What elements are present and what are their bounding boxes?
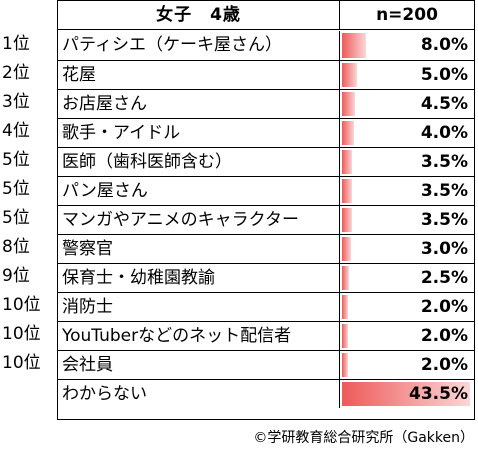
table-row: お店屋さん 4.5%: [58, 89, 474, 118]
data-label: 2.0%: [420, 355, 468, 375]
copyright-note: ©学研教育総合研究所（Gakken）: [253, 430, 474, 446]
rank-label: [0, 378, 57, 407]
table-row: 消防士 2.0%: [58, 292, 474, 321]
data-bar: [342, 324, 348, 348]
value-cell: 3.5%: [340, 148, 474, 176]
value-cell: 2.0%: [340, 322, 474, 350]
row-label: 花屋: [58, 61, 340, 89]
rank-label: 10位: [2, 324, 41, 344]
data-label: 4.5%: [420, 94, 468, 114]
data-bar: [342, 33, 366, 58]
table-row: 会社員 2.0%: [58, 350, 474, 379]
rank-label: 10位: [2, 295, 41, 315]
value-cell: 3.5%: [340, 206, 474, 234]
data-label: 5.0%: [420, 65, 468, 85]
data-bar: [342, 92, 356, 116]
table-header-row: 女子 4歳 n=200: [58, 1, 474, 30]
table-row: マンガやアニメのキャラクター 3.5%: [58, 205, 474, 234]
table-row: 保育士・幼稚園教諭 2.5%: [58, 263, 474, 292]
data-bar: [342, 63, 357, 87]
table-row: 花屋 5.0%: [58, 60, 474, 89]
rank-label: 9位: [2, 266, 30, 286]
table-row: 警察官 3.0%: [58, 234, 474, 263]
table-row: パティシエ（ケーキ屋さん） 8.0%: [58, 31, 474, 60]
rank-label: 1位: [2, 34, 30, 54]
value-cell: 4.0%: [340, 119, 474, 147]
data-bar: [342, 382, 470, 406]
value-cell: 2.5%: [340, 264, 474, 292]
value-cell: 8.0%: [340, 31, 474, 60]
value-cell: 2.0%: [340, 351, 474, 379]
data-label: 3.5%: [420, 181, 468, 201]
value-cell: 4.5%: [340, 90, 474, 118]
row-label: お店屋さん: [58, 90, 340, 118]
data-bar: [342, 295, 348, 319]
data-bar: [342, 121, 354, 145]
value-cell: 2.0%: [340, 293, 474, 321]
value-cell: 5.0%: [340, 61, 474, 89]
data-label: 43.5%: [409, 384, 468, 404]
row-label: パティシエ（ケーキ屋さん）: [58, 31, 340, 60]
value-cell: 3.5%: [340, 177, 474, 205]
data-bar: [342, 179, 353, 203]
row-label: わからない: [58, 380, 340, 408]
data-label: 4.0%: [420, 123, 468, 143]
table-row: YouTuberなどのネット配信者 2.0%: [58, 321, 474, 350]
data-label: 8.0%: [420, 35, 468, 55]
table-row: 歌手・アイドル 4.0%: [58, 118, 474, 147]
rank-label: 3位: [2, 92, 30, 112]
row-label: 歌手・アイドル: [58, 119, 340, 147]
value-cell: 3.0%: [340, 235, 474, 263]
rank-label: 2位: [2, 63, 30, 83]
row-label: 消防士: [58, 293, 340, 321]
data-bar: [342, 353, 348, 377]
rank-label: 5位: [2, 208, 30, 228]
row-label: 警察官: [58, 235, 340, 263]
data-bar: [342, 237, 351, 261]
row-label: YouTuberなどのネット配信者: [58, 322, 340, 350]
data-label: 2.5%: [420, 268, 468, 288]
row-label: マンガやアニメのキャラクター: [58, 206, 340, 234]
table-row: わからない 43.5%: [58, 379, 474, 408]
rank-label: 5位: [2, 150, 30, 170]
row-label: 会社員: [58, 351, 340, 379]
data-label: 3.0%: [420, 239, 468, 259]
ranking-table: 女子 4歳 n=200 パティシエ（ケーキ屋さん） 8.0% 花屋 5.0% お店屋さん…: [57, 0, 475, 420]
table-row: 医師（歯科医師含む） 3.5%: [58, 147, 474, 176]
rank-label: 8位: [2, 237, 30, 257]
data-bar: [342, 208, 353, 232]
table-row: パン屋さん 3.5%: [58, 176, 474, 205]
rank-label: 10位: [2, 353, 41, 373]
rank-label: 4位: [2, 121, 30, 141]
header-n-label: n=200: [376, 5, 438, 25]
row-label: 保育士・幼稚園教諭: [58, 264, 340, 292]
data-bar: [342, 150, 353, 174]
data-label: 3.5%: [420, 152, 468, 172]
data-label: 2.0%: [420, 326, 468, 346]
data-label: 3.5%: [420, 210, 468, 230]
header-group-label: 女子 4歳: [58, 1, 340, 29]
rank-label: 5位: [2, 179, 30, 199]
value-cell: 43.5%: [340, 380, 474, 408]
row-label: パン屋さん: [58, 177, 340, 205]
data-bar: [342, 266, 350, 290]
data-label: 2.0%: [420, 297, 468, 317]
row-label: 医師（歯科医師含む）: [58, 148, 340, 176]
